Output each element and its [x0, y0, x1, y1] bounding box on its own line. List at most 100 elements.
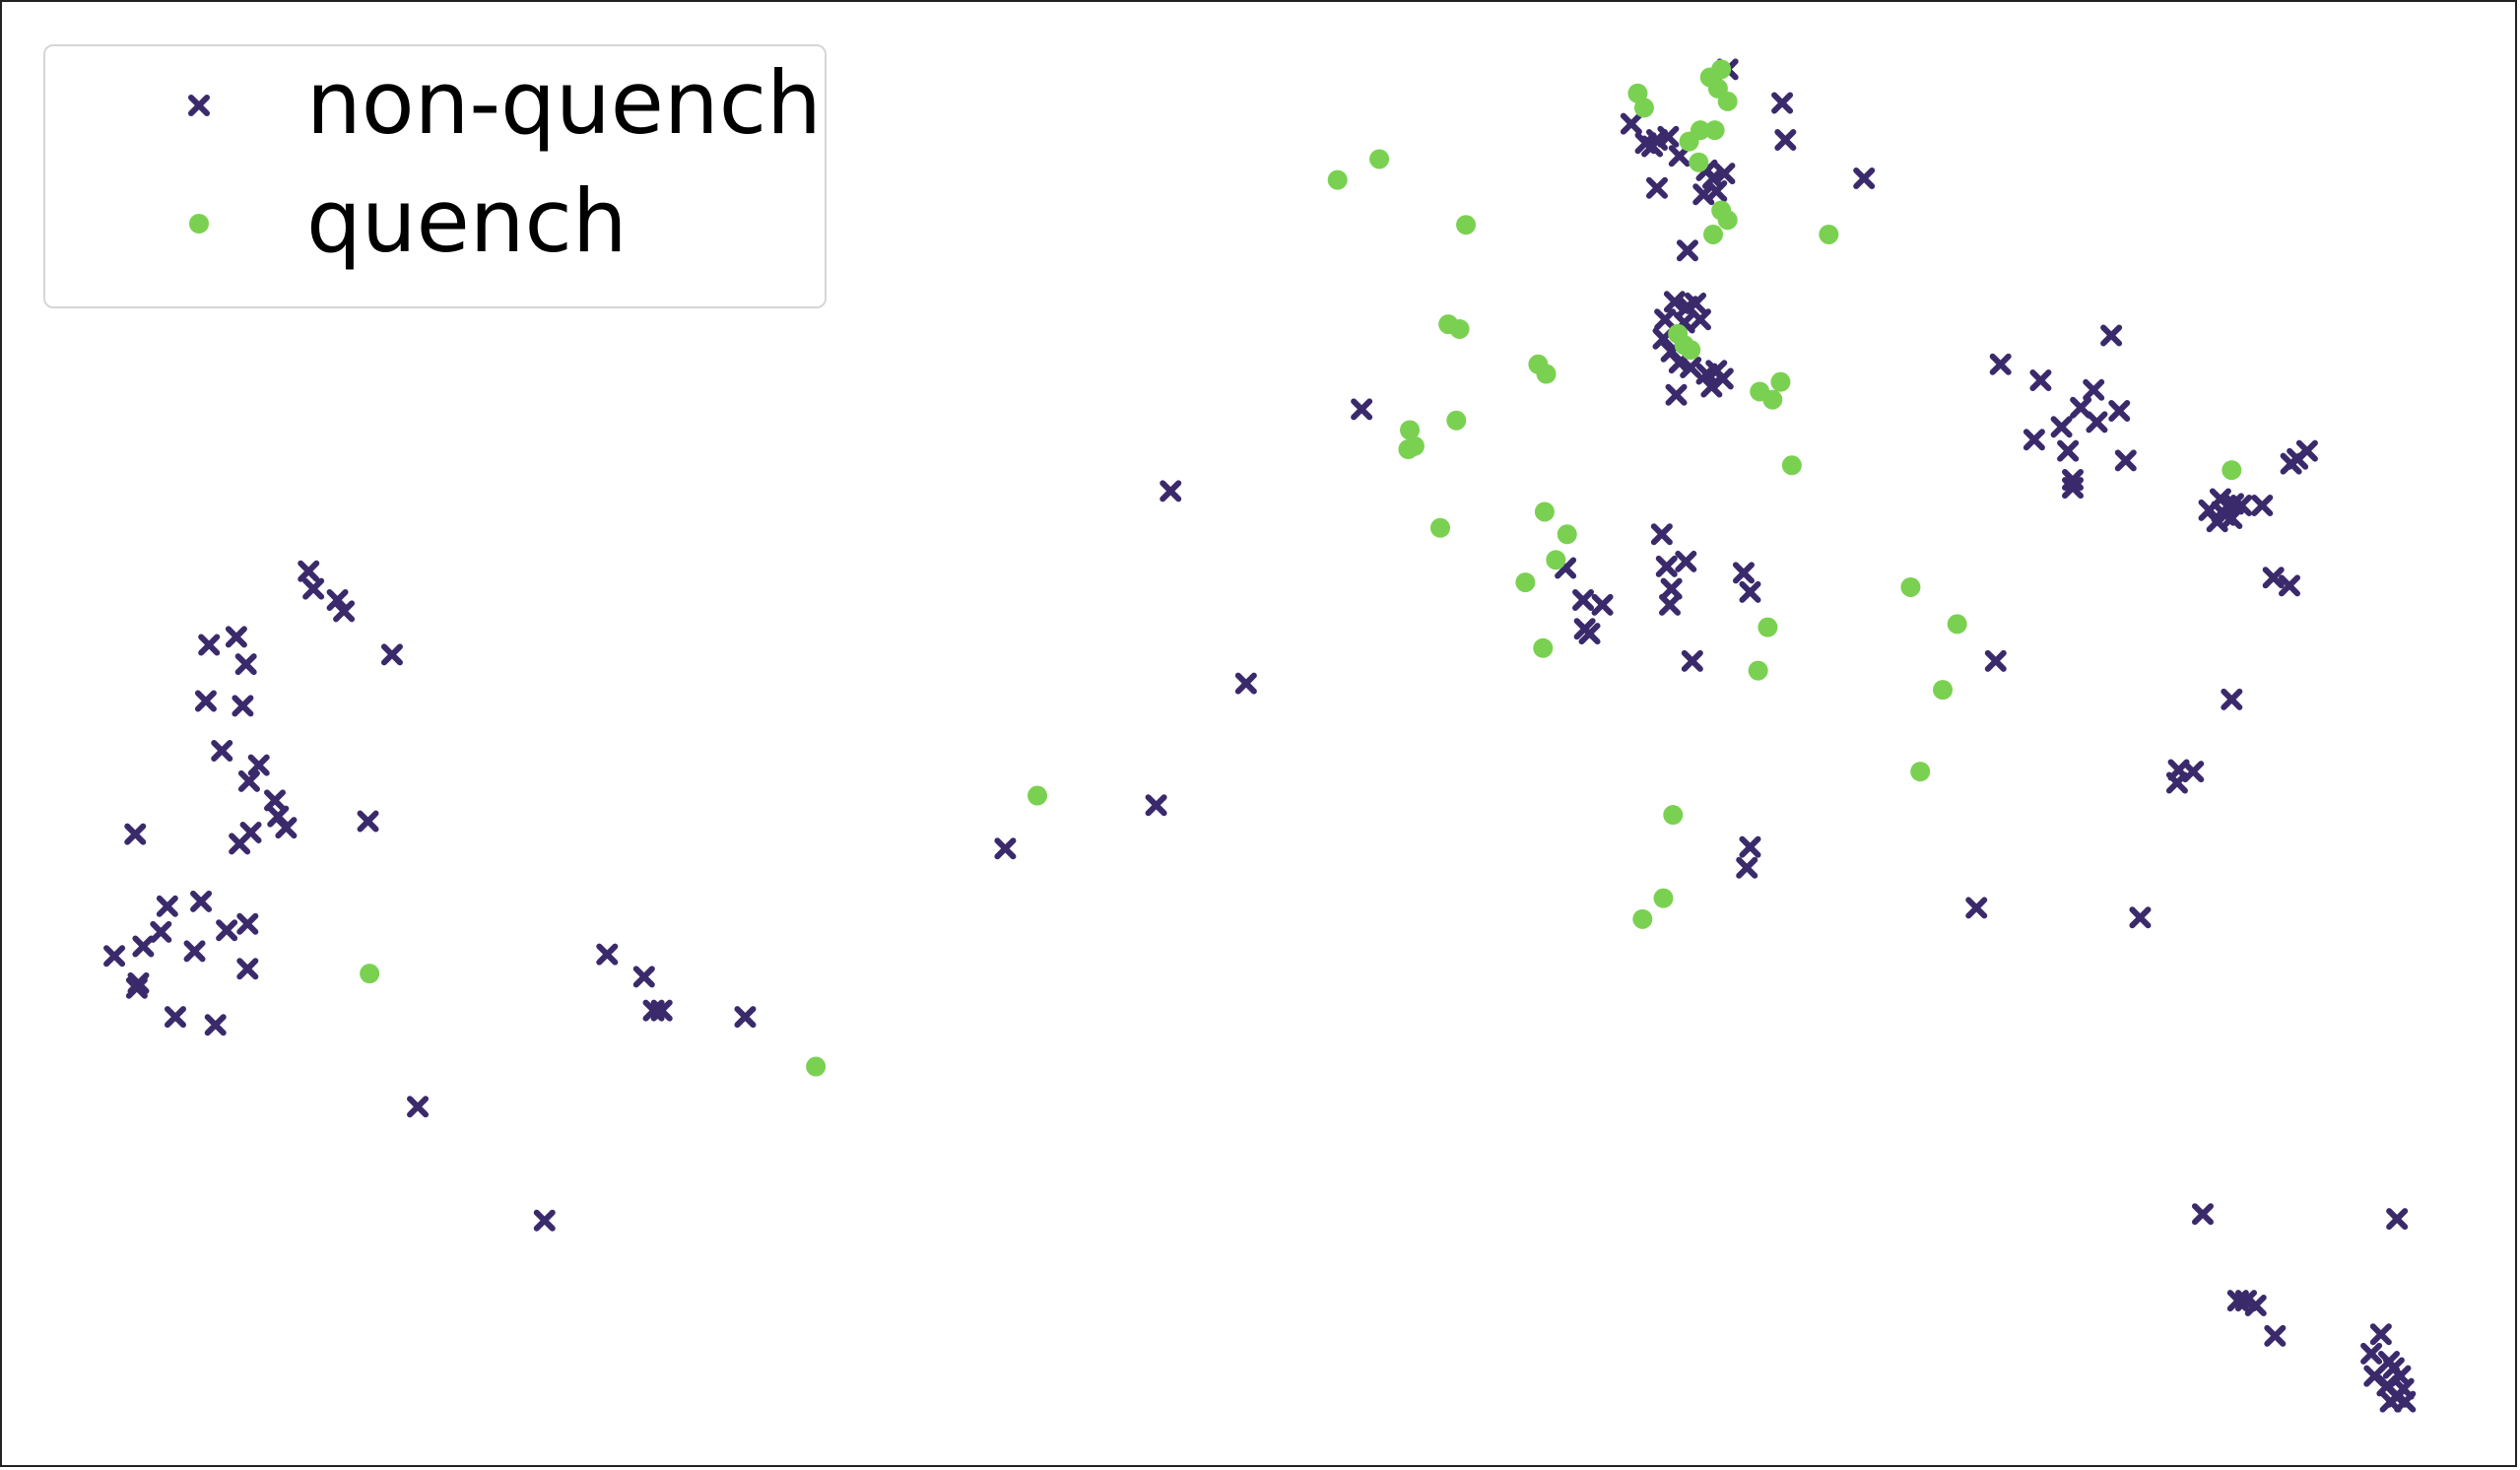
- data-point-non-quench: [124, 823, 147, 845]
- data-point-quench: [1533, 637, 1554, 658]
- data-point-quench: [1456, 215, 1477, 235]
- data-point-non-quench: [1676, 239, 1698, 262]
- data-point-non-quench: [2262, 567, 2285, 589]
- data-point-non-quench: [1654, 308, 1677, 331]
- data-point-quench: [806, 1056, 827, 1077]
- data-point-non-quench: [632, 966, 655, 988]
- data-point-non-quench: [211, 739, 233, 762]
- data-point-non-quench: [1732, 562, 1755, 584]
- data-point-non-quench: [2369, 1323, 2392, 1346]
- data-point-quench: [1449, 318, 1470, 339]
- data-point-non-quench: [650, 999, 673, 1022]
- data-point-non-quench: [596, 943, 619, 966]
- data-point-quench: [1711, 59, 1732, 80]
- data-point-non-quench: [1641, 135, 1664, 158]
- data-point-non-quench: [236, 912, 259, 935]
- data-point-non-quench: [2394, 1390, 2417, 1413]
- data-point-non-quench: [275, 817, 298, 839]
- data-point-non-quench: [302, 577, 325, 600]
- data-point-non-quench: [225, 626, 247, 648]
- data-point-non-quench: [156, 895, 178, 917]
- data-point-non-quench: [994, 837, 1017, 860]
- data-point-non-quench: [150, 920, 172, 943]
- data-point-non-quench: [734, 1006, 757, 1029]
- data-point-non-quench: [1657, 125, 1680, 148]
- legend-marker-x: [188, 95, 210, 116]
- data-point-non-quench: [103, 945, 126, 968]
- data-point-non-quench: [1705, 180, 1728, 203]
- data-point-non-quench: [1739, 835, 1761, 858]
- data-point-non-quench: [2360, 1342, 2383, 1365]
- data-point-non-quench: [2023, 429, 2045, 451]
- data-point-non-quench: [1774, 128, 1797, 151]
- data-point-quench: [1704, 120, 1725, 141]
- data-point-non-quench: [190, 890, 213, 912]
- data-point-quench: [1933, 680, 1954, 701]
- legend: non-quench quench: [43, 44, 827, 308]
- data-point-non-quench: [2083, 378, 2105, 401]
- data-point-non-quench: [2244, 1295, 2267, 1317]
- data-point-quench: [1679, 131, 1699, 152]
- data-point-quench: [1910, 762, 1931, 782]
- data-point-quench: [1430, 517, 1450, 538]
- data-point-quench: [1400, 420, 1421, 440]
- data-point-non-quench: [1620, 112, 1642, 135]
- data-point-non-quench: [1591, 593, 1614, 616]
- data-point-non-quench: [132, 935, 155, 958]
- legend-label-quench: quench: [306, 170, 628, 272]
- data-point-non-quench: [2108, 399, 2131, 422]
- data-point-non-quench: [1660, 577, 1683, 600]
- data-point-quench: [1632, 908, 1653, 929]
- legend-label-non-quench: non-quench: [306, 52, 822, 154]
- data-point-non-quench: [204, 1014, 227, 1036]
- data-point-non-quench: [198, 634, 221, 656]
- data-point-non-quench: [2050, 416, 2073, 438]
- data-point-non-quench: [2029, 369, 2052, 392]
- data-point-quench: [1748, 660, 1768, 681]
- data-point-non-quench: [1685, 292, 1707, 314]
- data-point-non-quench: [1989, 353, 2012, 375]
- data-point-non-quench: [1645, 176, 1668, 199]
- data-point-non-quench: [2086, 411, 2108, 434]
- data-point-quench: [1663, 805, 1684, 826]
- data-point-non-quench: [2221, 688, 2243, 710]
- data-point-non-quench: [1736, 856, 1758, 879]
- data-point-non-quench: [1700, 375, 1723, 398]
- data-point-non-quench: [2129, 906, 2152, 929]
- data-point-non-quench: [216, 919, 238, 942]
- data-point-quench: [1369, 149, 1390, 169]
- data-point-non-quench: [1675, 550, 1697, 572]
- data-point-quench: [1327, 169, 1348, 190]
- data-point-non-quench: [1351, 398, 1373, 421]
- legend-entry-quench: quench: [45, 165, 825, 283]
- data-point-quench: [1717, 210, 1738, 231]
- data-point-non-quench: [1713, 163, 1736, 185]
- data-point-non-quench: [1655, 555, 1678, 577]
- data-point-quench: [1546, 550, 1566, 570]
- circle-marker-icon: [189, 214, 209, 234]
- points-layer: [103, 58, 2417, 1413]
- data-point-non-quench: [333, 600, 356, 623]
- data-point-quench: [1653, 888, 1674, 908]
- data-point-non-quench: [2264, 1324, 2287, 1347]
- data-point-non-quench: [1572, 588, 1595, 611]
- data-point-non-quench: [1984, 649, 2007, 672]
- data-point-quench: [1681, 340, 1701, 361]
- data-point-quench: [2222, 460, 2242, 481]
- data-point-quench: [1757, 617, 1778, 637]
- data-point-quench: [1515, 572, 1536, 593]
- x-marker-icon: [188, 95, 210, 116]
- data-point-quench: [1446, 410, 1467, 431]
- data-point-non-quench: [1689, 308, 1711, 331]
- data-point-non-quench: [2278, 574, 2300, 597]
- data-point-non-quench: [1853, 167, 1876, 190]
- data-point-quench: [1947, 614, 1967, 635]
- data-point-non-quench: [533, 1209, 556, 1232]
- data-point-quench: [1770, 371, 1791, 392]
- data-point-non-quench: [2070, 396, 2092, 419]
- data-point-non-quench: [1668, 145, 1691, 167]
- data-point-non-quench: [234, 653, 257, 676]
- data-point-quench: [1703, 224, 1724, 244]
- data-point-non-quench: [407, 1096, 430, 1118]
